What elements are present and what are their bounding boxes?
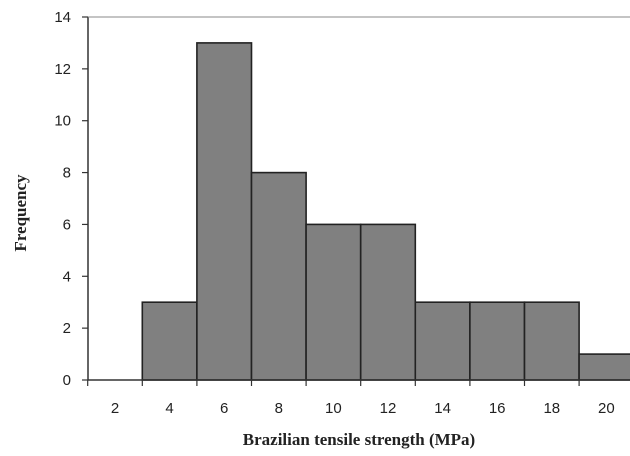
- y-tick-label-4: 4: [63, 268, 71, 285]
- x-tick-label-8: 8: [275, 400, 283, 417]
- bars-group: [141, 42, 630, 381]
- x-tick-label-2: 2: [111, 400, 119, 417]
- x-ticks-group: 2 4 6 8 10 12 14 16 18 20: [87, 380, 615, 417]
- y-tick-label-6: 6: [63, 216, 71, 233]
- x-tick-label-6: 6: [220, 400, 228, 417]
- y-tick-label-0: 0: [63, 372, 71, 389]
- x-tick-label-10: 10: [325, 400, 342, 417]
- x-tick-label-20: 20: [598, 400, 615, 417]
- x-tick-label-18: 18: [543, 400, 560, 417]
- bar-10: [305, 223, 362, 381]
- y-tick-label-12: 12: [54, 61, 71, 78]
- x-tick-label-12: 12: [380, 400, 397, 417]
- y-tick-label-2: 2: [63, 320, 71, 337]
- x-tick-label-4: 4: [165, 400, 173, 417]
- bar-4: [141, 301, 198, 381]
- axes-group: [87, 16, 630, 381]
- y-axis-title: Frequency: [11, 174, 30, 252]
- bar-18: [523, 301, 580, 381]
- bar-12: [359, 223, 417, 381]
- x-tick-label-16: 16: [489, 400, 506, 417]
- y-tick-label-8: 8: [63, 165, 71, 182]
- bar-16: [469, 301, 526, 381]
- y-tick-label-10: 10: [54, 113, 71, 130]
- x-axis-title: Brazilian tensile strength (MPa): [243, 430, 475, 449]
- bar-14: [414, 301, 471, 381]
- bar-8: [250, 171, 307, 381]
- y-tick-label-14: 14: [54, 9, 71, 26]
- bar-20: [578, 353, 630, 381]
- bar-6: [196, 42, 253, 381]
- x-tick-label-14: 14: [434, 400, 451, 417]
- y-ticks-group: 0 2 4 6 8 10 12 14: [54, 9, 88, 389]
